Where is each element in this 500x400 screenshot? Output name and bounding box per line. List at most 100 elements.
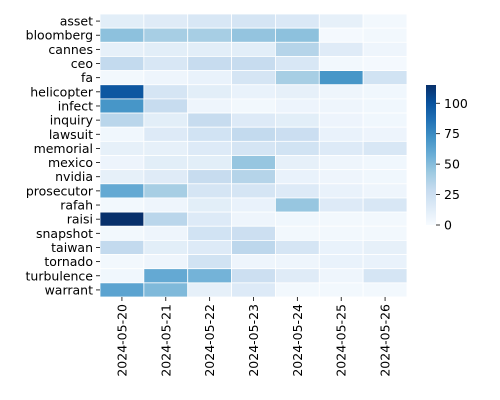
x-tick-label: 2024-05-23 bbox=[246, 304, 261, 377]
heatmap-cell bbox=[231, 70, 276, 86]
heatmap-cell bbox=[143, 13, 189, 29]
heatmap-cell bbox=[187, 211, 232, 227]
heatmap-cell bbox=[275, 98, 320, 114]
heatmap-cell bbox=[143, 183, 189, 199]
heatmap-cell bbox=[362, 268, 408, 284]
x-tick-label: 2024-05-26 bbox=[378, 304, 393, 377]
colorbar-tick-label: 50 bbox=[444, 157, 460, 172]
heatmap-cell bbox=[143, 225, 189, 241]
heatmap-cell bbox=[275, 211, 320, 227]
heatmap-cell bbox=[143, 27, 189, 43]
heatmap-cell bbox=[362, 84, 408, 100]
heatmap-cell bbox=[143, 282, 189, 298]
heatmap-cell bbox=[99, 70, 145, 86]
heatmap-cell bbox=[187, 112, 232, 128]
heatmap-cell bbox=[143, 41, 189, 57]
heatmap-cell bbox=[231, 140, 276, 156]
heatmap-cell bbox=[231, 41, 276, 57]
heatmap-cell bbox=[275, 56, 320, 72]
heatmap-cell bbox=[362, 169, 408, 185]
heatmap-cell bbox=[143, 268, 189, 284]
colorbar-gradient bbox=[426, 85, 436, 225]
heatmap-cell bbox=[318, 183, 364, 199]
heatmap-cell bbox=[318, 126, 364, 142]
x-tick-labels: 2024-05-20 2024-05-21 2024-05-22 2024-05-23… bbox=[114, 297, 393, 377]
heatmap-cell bbox=[275, 155, 320, 171]
heatmap-cells bbox=[99, 13, 408, 298]
heatmap-cell bbox=[187, 197, 232, 213]
heatmap-cell bbox=[187, 56, 232, 72]
y-tick-label: mexico bbox=[48, 155, 93, 170]
heatmap-cell bbox=[362, 112, 408, 128]
heatmap-cell bbox=[143, 140, 189, 156]
heatmap-cell bbox=[275, 126, 320, 142]
heatmap-cell bbox=[187, 84, 232, 100]
heatmap-cell bbox=[318, 155, 364, 171]
heatmap-cell bbox=[231, 126, 276, 142]
heatmap-cell bbox=[231, 254, 276, 270]
y-tick-label: lawsuit bbox=[49, 127, 93, 142]
heatmap-cell bbox=[143, 254, 189, 270]
heatmap-cell bbox=[362, 140, 408, 156]
heatmap-cell bbox=[231, 169, 276, 185]
heatmap-cell bbox=[99, 183, 145, 199]
x-tick-label: 2024-05-22 bbox=[202, 304, 217, 377]
heatmap-cell bbox=[187, 41, 232, 57]
heatmap-cell bbox=[187, 282, 232, 298]
colorbar-ticks: 0 25 50 75 100 bbox=[436, 96, 468, 233]
heatmap-cell bbox=[275, 41, 320, 57]
heatmap-cell bbox=[231, 268, 276, 284]
heatmap-cell bbox=[99, 282, 145, 298]
heatmap-cell bbox=[362, 98, 408, 114]
heatmap-cell bbox=[143, 239, 189, 255]
y-tick-label: fa bbox=[81, 70, 93, 85]
heatmap-cell bbox=[362, 225, 408, 241]
heatmap-cell bbox=[275, 112, 320, 128]
y-tick-label: ceo bbox=[71, 56, 93, 71]
heatmap-cell bbox=[318, 254, 364, 270]
heatmap-cell bbox=[231, 225, 276, 241]
heatmap-cell bbox=[231, 98, 276, 114]
colorbar-tick-label: 100 bbox=[444, 96, 468, 111]
y-tick-label: infect bbox=[58, 98, 93, 113]
heatmap-cell bbox=[362, 254, 408, 270]
heatmap-cell bbox=[318, 225, 364, 241]
y-tick-label: prosecutor bbox=[26, 183, 94, 198]
heatmap-cell bbox=[187, 13, 232, 29]
heatmap-cell bbox=[275, 282, 320, 298]
y-tick-label: turbulence bbox=[26, 268, 94, 283]
heatmap-cell bbox=[275, 27, 320, 43]
heatmap-cell bbox=[231, 197, 276, 213]
heatmap-cell bbox=[187, 183, 232, 199]
heatmap-cell bbox=[318, 13, 364, 29]
heatmap-cell bbox=[231, 211, 276, 227]
colorbar: 0 25 50 75 100 bbox=[426, 85, 468, 233]
colorbar-tick-label: 75 bbox=[444, 126, 460, 141]
heatmap-cell bbox=[318, 98, 364, 114]
heatmap-cell bbox=[318, 70, 364, 86]
y-tick-label: warrant bbox=[45, 282, 94, 297]
y-tick-label: bloomberg bbox=[26, 28, 93, 43]
x-tick-label: 2024-05-25 bbox=[334, 304, 349, 377]
heatmap-cell bbox=[143, 56, 189, 72]
heatmap-cell bbox=[275, 268, 320, 284]
heatmap-cell bbox=[231, 56, 276, 72]
x-tick-label: 2024-05-24 bbox=[290, 304, 305, 377]
colorbar-tick-label: 0 bbox=[444, 218, 452, 233]
y-tick-labels: assetbloombergcannesceofahelicopterinfec… bbox=[26, 14, 100, 297]
y-tick-label: taiwan bbox=[51, 240, 93, 255]
heatmap-cell bbox=[318, 197, 364, 213]
heatmap-cell bbox=[231, 282, 276, 298]
heatmap-cell bbox=[143, 155, 189, 171]
heatmap-cell bbox=[143, 211, 189, 227]
heatmap-cell bbox=[99, 27, 145, 43]
heatmap-cell bbox=[143, 197, 189, 213]
x-tick-label: 2024-05-20 bbox=[114, 304, 129, 377]
heatmap-cell bbox=[362, 126, 408, 142]
heatmap-cell bbox=[318, 169, 364, 185]
heatmap-cell bbox=[99, 56, 145, 72]
colorbar-tick-label: 25 bbox=[444, 187, 460, 202]
heatmap-cell bbox=[143, 70, 189, 86]
heatmap-cell bbox=[362, 56, 408, 72]
